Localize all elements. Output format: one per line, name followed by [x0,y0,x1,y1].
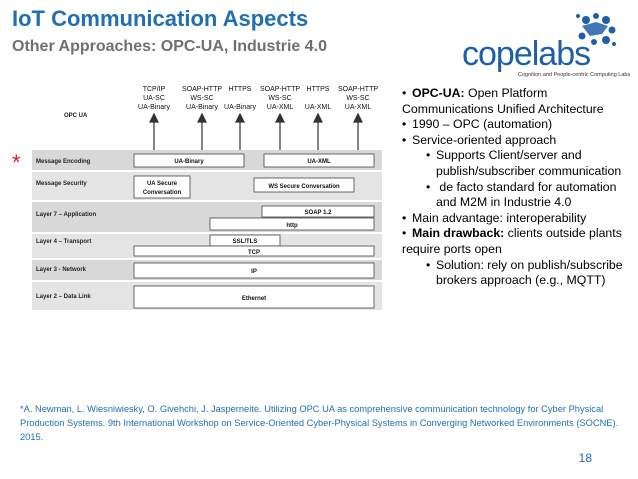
bullet-text: Service-oriented approach [412,132,557,147]
bullet-service: • Service-oriented approach [402,132,557,147]
citation-venue: for Cyber Physical Production Systems. 9… [20,404,619,442]
bullet-year: • 1990 – OPC (automation) [402,117,553,132]
box-ua-binary [133,153,245,168]
copelabs-logo: copelabs Cognition and People-centric Co… [462,8,632,83]
box-ip [133,262,375,279]
box-ethernet [133,285,375,309]
diagram-corner-label: OPC UA [64,113,88,119]
top-label: SOAP-HTTP [338,86,378,93]
bullet-drawback: • Main drawback: clients outside plants r… [402,226,622,256]
citation-star: * [12,150,21,175]
top-label: TCP/IP [143,86,166,93]
top-label: SOAP-HTTP [260,86,300,93]
sub-bullet-solution: • Solution: rely on publish/subscribe bro… [426,257,623,288]
top-label: UA-XML [267,104,294,111]
box-http [209,217,375,231]
box-soap [261,205,375,218]
layer-label: Message Encoding [36,159,91,165]
box-tcp [133,245,375,257]
bullet-advantage: • Main advantage: interoperability [402,210,587,225]
box-ua-xml [263,153,375,168]
top-label: WS-SC [190,95,213,102]
top-label: WS-SC [268,95,291,102]
layer-label: Layer 7 – Application [36,212,96,218]
bullet-bold-label: Main drawback: [412,226,505,241]
citation: *A. Newman, L. Wiesniwiesky, O. Givehchi… [20,402,620,444]
top-label: SOAP-HTTP [182,86,222,93]
top-label: UA-Binary [186,104,218,111]
layer-label: Layer 2 – Data Link [36,294,91,300]
box-label: UA-XML [307,159,331,165]
top-label: UA-SC [143,95,165,102]
bullet-text: Supports Client/server and publish/subsc… [436,148,622,178]
top-label: UA-Binary [138,104,170,111]
logo-wordmark: copelabs [462,35,591,73]
layer-label: Layer 4 – Transport [36,239,91,245]
citation-title: Utilizing OPC UA as comprehensive commun… [261,404,526,414]
top-label: HTTPS [229,86,252,93]
citation-authors: *A. Newman, L. Wiesniwiesky, O. Givehchi… [20,404,262,414]
slide-title: IoT Communication Aspects [12,6,309,31]
bullet-text: Open Platform Communications Unified Arc… [402,86,604,116]
box-label: UA Secure [147,181,178,187]
box-label: WS Secure Conversation [268,184,340,190]
bullet-text: Solution: rely on publish/subscribe brok… [436,257,623,288]
box-label: UA-Binary [174,159,204,165]
sub-bullet-de-facto: • de facto standard for automation and M… [426,179,617,210]
top-label: UA-XML [345,104,372,111]
slide-subtitle: Other Approaches: OPC-UA, Industrie 4.0 [12,38,328,55]
bullet-bold-label: OPC-UA: [412,86,465,100]
sub-bullet-client-server: • Supports Client/server and publish/subs… [426,148,622,178]
top-label: HTTPS [307,86,330,93]
box-label: IP [251,269,257,275]
box-ua-secure [133,175,191,199]
opc-ua-stack-diagram: OPC UA TCP/IP UA-SC UA-Binary SOAP-HTTP … [32,86,382,310]
box-label: http [286,223,298,229]
top-label: UA-Binary [224,104,256,111]
logo-tagline: Cognition and People-centric Computing L… [518,72,631,78]
box-label: TCP [248,250,260,256]
box-label: SSL/TLS [233,239,258,245]
bullet-text: clients outside plants require ports ope… [402,226,622,256]
box-label: SOAP 1.2 [305,210,333,216]
layer-label: Message Security [36,181,87,187]
top-label: WS-SC [346,95,369,102]
logo-people-icon [576,13,616,46]
box-ws-secure [253,177,355,193]
bullet-text: Main advantage: interoperability [412,210,587,225]
box-label: Ethernet [242,296,266,302]
bullet-text: de facto standard for automation and M2M… [436,179,617,210]
bullet-opc-ua: • OPC-UA: Open Platform Communications Un… [402,86,604,116]
top-label: UA-XML [305,104,332,111]
page-number: 18 [578,451,592,465]
bullet-text: 1990 – OPC (automation) [412,117,553,132]
box-label: Conversation [143,190,182,196]
arrow-group [149,112,363,152]
bullet-list: • OPC-UA: Open Platform Communications Un… [402,86,638,289]
layer-label: Layer 3 - Network [36,267,87,273]
